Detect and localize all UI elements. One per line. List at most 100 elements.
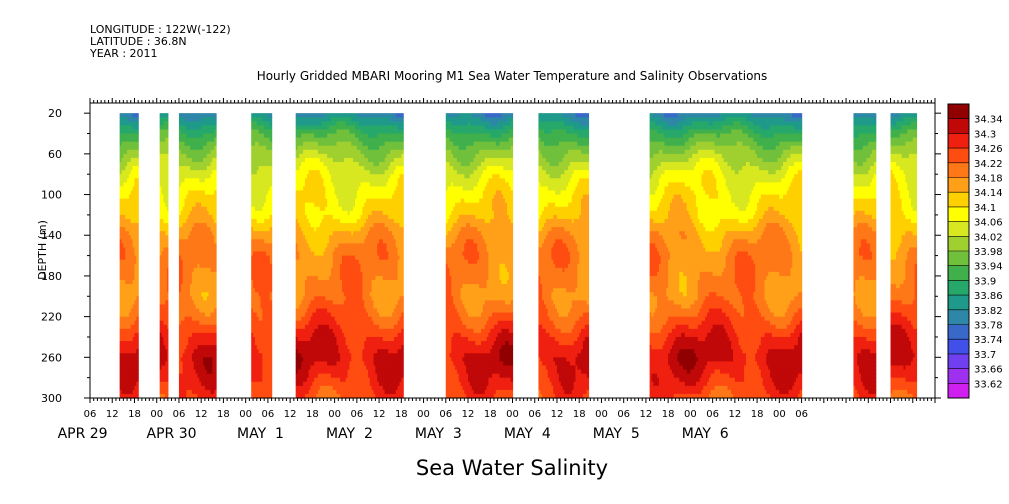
heat-cell bbox=[167, 203, 168, 208]
heat-cell bbox=[167, 296, 168, 301]
heat-cell bbox=[136, 268, 138, 273]
heat-cell bbox=[167, 264, 168, 269]
heat-cell bbox=[136, 190, 138, 195]
heat-cell bbox=[167, 235, 168, 240]
heat-cell bbox=[167, 386, 168, 391]
heat-cell bbox=[136, 146, 138, 151]
heat-cell bbox=[167, 199, 168, 204]
heat-cell bbox=[136, 158, 138, 163]
heat-cell bbox=[136, 317, 138, 322]
heat-cell bbox=[136, 125, 138, 130]
heat-cell bbox=[167, 170, 168, 175]
heat-cell bbox=[167, 374, 168, 379]
heat-cell bbox=[136, 357, 138, 362]
salinity-chart: Hourly Gridded MBARI Mooring M1 Sea Wate… bbox=[0, 0, 1009, 504]
heat-cell bbox=[167, 329, 168, 334]
heat-cell bbox=[136, 186, 138, 191]
heat-cell bbox=[136, 325, 138, 330]
heat-cell bbox=[136, 260, 138, 265]
heat-cell bbox=[136, 378, 138, 383]
heat-cell bbox=[136, 223, 138, 228]
heat-cell bbox=[167, 178, 168, 183]
heat-cell bbox=[136, 256, 138, 261]
heat-cell bbox=[136, 386, 138, 391]
heat-cell bbox=[136, 219, 138, 224]
heat-cell bbox=[167, 284, 168, 289]
heat-cell bbox=[136, 292, 138, 297]
heat-cell bbox=[167, 227, 168, 232]
heat-cell bbox=[167, 341, 168, 346]
heat-cell bbox=[136, 235, 138, 240]
heat-cell bbox=[167, 211, 168, 216]
heat-cell bbox=[136, 170, 138, 175]
heat-cell bbox=[167, 382, 168, 387]
heat-cell bbox=[136, 300, 138, 305]
heat-cell bbox=[167, 308, 168, 313]
heat-cell bbox=[167, 288, 168, 293]
heat-cell bbox=[167, 121, 168, 126]
heat-cell bbox=[136, 353, 138, 358]
heat-cell bbox=[136, 182, 138, 187]
heat-cell bbox=[167, 325, 168, 330]
heat-cell bbox=[136, 142, 138, 147]
heat-cell bbox=[167, 333, 168, 338]
heat-cell bbox=[167, 207, 168, 212]
heat-cell bbox=[136, 203, 138, 208]
heat-cell bbox=[167, 247, 168, 252]
heat-cell bbox=[136, 138, 138, 143]
heat-cell bbox=[136, 162, 138, 167]
heat-cell bbox=[136, 150, 138, 155]
heat-cell bbox=[167, 361, 168, 366]
heat-cell bbox=[136, 361, 138, 366]
heat-cell bbox=[167, 357, 168, 362]
heat-cell bbox=[167, 182, 168, 187]
heat-cell bbox=[136, 345, 138, 350]
heat-cell bbox=[136, 276, 138, 281]
heat-cell bbox=[136, 166, 138, 171]
heat-cell bbox=[136, 284, 138, 289]
heat-cell bbox=[167, 174, 168, 179]
heat-cell bbox=[136, 341, 138, 346]
heat-cell bbox=[136, 199, 138, 204]
heat-cell bbox=[167, 125, 168, 130]
heat-cell bbox=[136, 134, 138, 139]
heat-cell bbox=[167, 345, 168, 350]
heat-cell bbox=[136, 227, 138, 232]
heat-cell bbox=[167, 300, 168, 305]
heat-cell bbox=[167, 353, 168, 358]
heat-cell bbox=[167, 337, 168, 342]
heat-cell bbox=[167, 138, 168, 143]
heat-cell bbox=[167, 292, 168, 297]
heat-cell bbox=[167, 195, 168, 200]
heat-cell bbox=[167, 223, 168, 228]
heat-cell bbox=[136, 321, 138, 326]
heat-cell bbox=[136, 329, 138, 334]
heat-cell bbox=[167, 190, 168, 195]
heat-cell bbox=[167, 276, 168, 281]
heat-cell bbox=[136, 154, 138, 159]
heat-cell bbox=[167, 321, 168, 326]
heat-cell bbox=[136, 390, 138, 395]
heat-cell bbox=[167, 272, 168, 277]
heat-cell bbox=[136, 252, 138, 257]
heat-cell bbox=[136, 121, 138, 126]
heat-cell bbox=[167, 268, 168, 273]
heat-cell bbox=[136, 174, 138, 179]
heat-cell bbox=[167, 390, 168, 395]
heat-cell bbox=[136, 308, 138, 313]
heat-cell bbox=[167, 239, 168, 244]
heat-cell bbox=[167, 113, 168, 118]
heat-cell bbox=[167, 256, 168, 261]
heat-cell bbox=[167, 186, 168, 191]
heat-cell bbox=[167, 117, 168, 122]
heat-cell bbox=[167, 129, 168, 134]
heat-cell bbox=[136, 280, 138, 285]
heat-cell bbox=[136, 349, 138, 354]
heat-cell bbox=[136, 129, 138, 134]
heat-cell bbox=[136, 215, 138, 220]
heat-cell bbox=[167, 215, 168, 220]
heat-cell bbox=[136, 239, 138, 244]
heat-cell bbox=[136, 243, 138, 248]
heat-cell bbox=[136, 370, 138, 375]
heat-cell bbox=[136, 207, 138, 212]
